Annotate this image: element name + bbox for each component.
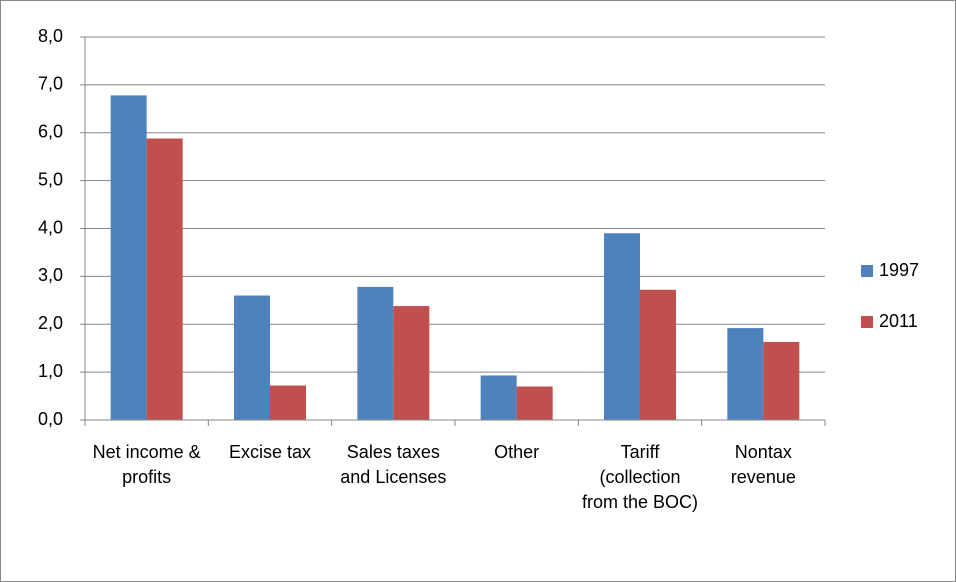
bar	[146, 138, 183, 420]
x-tick-label: Other	[494, 442, 540, 462]
legend-swatch	[861, 316, 873, 328]
bar	[270, 385, 306, 420]
bar	[516, 386, 553, 420]
bar	[480, 375, 517, 420]
legend-label: 1997	[879, 260, 919, 280]
y-tick-label: 1,0	[38, 361, 63, 381]
x-tick-label: Excise tax	[228, 442, 312, 462]
y-tick-label: 8,0	[38, 26, 63, 46]
y-tick-label: 5,0	[38, 169, 63, 189]
bar	[604, 233, 640, 420]
y-tick-label: 3,0	[38, 265, 63, 285]
y-tick-label: 2,0	[38, 313, 63, 333]
legend-swatch	[861, 265, 873, 277]
y-tick-label: 7,0	[38, 74, 63, 94]
x-tick-label: Net income & profits	[92, 442, 201, 487]
bar	[640, 289, 676, 420]
y-tick-label: 0,0	[38, 409, 63, 429]
bar	[727, 328, 764, 420]
y-tick-label: 6,0	[38, 122, 63, 142]
bar	[763, 341, 800, 420]
x-tick-label: Sales taxes and Licenses	[340, 442, 447, 487]
y-tick-label: 4,0	[38, 217, 63, 237]
x-tick-label: Tariff (collection from the BOC)	[581, 442, 699, 512]
bar	[357, 286, 394, 420]
bar	[234, 295, 270, 420]
legend-label: 2011	[879, 311, 918, 331]
bar	[393, 306, 430, 420]
bar	[110, 95, 147, 420]
x-tick-label: Nontax revenue	[730, 442, 796, 487]
